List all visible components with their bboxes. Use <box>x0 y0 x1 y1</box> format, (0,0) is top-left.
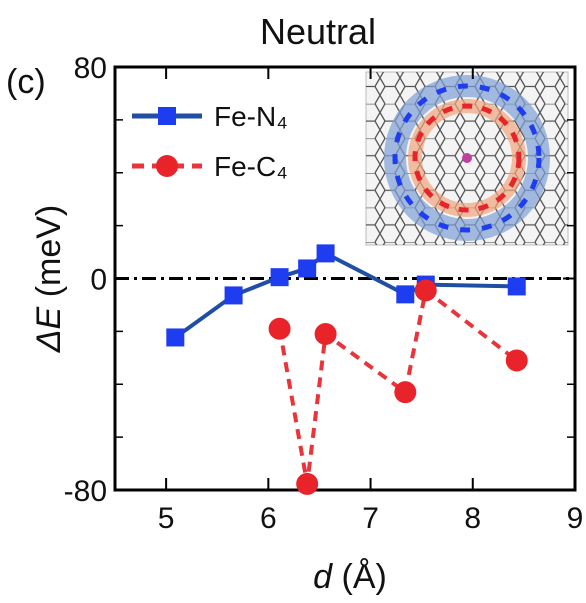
point <box>166 328 184 346</box>
y-tick-label: 0 <box>90 264 107 297</box>
point <box>415 279 437 301</box>
legend-marker <box>158 107 176 125</box>
inset-structure <box>366 72 568 245</box>
x-axis-symbol: d <box>313 558 333 596</box>
point <box>269 318 291 340</box>
legend-marker <box>156 155 178 177</box>
legend-label: Fe-N₄ <box>214 101 288 132</box>
x-axis-unit: (Å) <box>342 558 387 596</box>
x-tick-label: 5 <box>158 502 175 535</box>
x-tick-label: 9 <box>567 502 584 535</box>
chart-title: Neutral <box>260 11 376 52</box>
point <box>315 323 337 345</box>
point <box>225 286 243 304</box>
x-axis-label: d (Å) <box>313 558 387 596</box>
point <box>508 277 526 295</box>
point <box>396 285 414 303</box>
legend-label: Fe-C₄ <box>214 151 288 182</box>
point <box>298 259 316 277</box>
x-tick-label: 7 <box>362 502 379 535</box>
y-tick-label: 80 <box>74 52 107 85</box>
panel-label: (c) <box>6 63 46 101</box>
y-axis-unit: (meV) <box>30 205 68 298</box>
chart: Neutral (c) -80 0 80 5 6 7 8 9 d (Å) ΔE (meV) Fe-N… <box>0 0 586 598</box>
y-axis-symbol: ΔE <box>30 306 68 353</box>
point <box>296 473 318 495</box>
x-tick-label: 8 <box>464 502 481 535</box>
y-axis-label: ΔE (meV) <box>30 205 68 354</box>
point <box>317 244 335 262</box>
point <box>271 268 289 286</box>
point <box>506 349 528 371</box>
point <box>394 381 416 403</box>
y-tick-label: -80 <box>64 475 107 508</box>
x-tick-label: 6 <box>260 502 277 535</box>
